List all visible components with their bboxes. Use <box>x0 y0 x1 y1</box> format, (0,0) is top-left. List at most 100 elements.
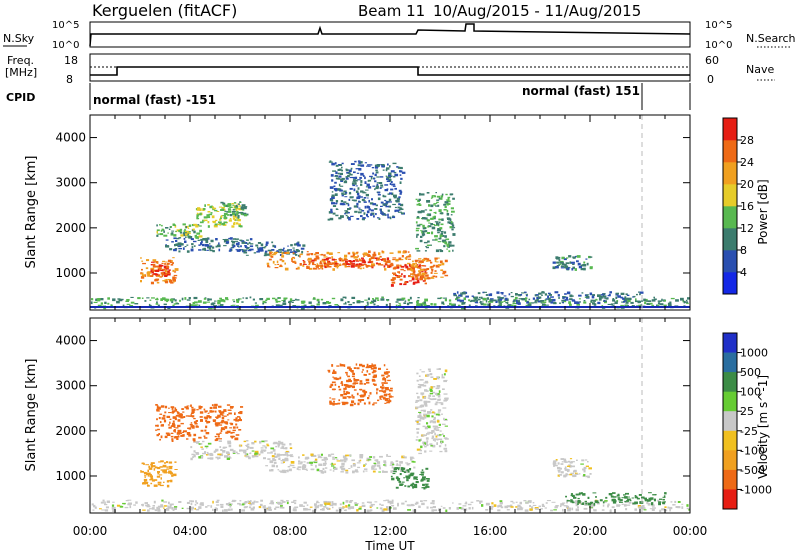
x-tick-label: 04:00 <box>173 524 208 538</box>
colorbar-tick-label: 4 <box>740 266 747 279</box>
power-colorbar-label: Power [dB] <box>756 179 770 244</box>
colorbar-tick-label: -500 <box>740 464 765 477</box>
power-frame <box>89 114 691 311</box>
velocity-colorbar-label: Velocity [m s^-1] <box>756 375 770 479</box>
colorbar-tick-label: 24 <box>740 156 754 169</box>
colorbar-swatch <box>723 333 737 353</box>
colorbar-swatch <box>723 489 737 510</box>
nave-scale-bottom: 0 <box>707 73 714 86</box>
colorbar-tick-label: 12 <box>740 222 754 235</box>
power-patch-5 <box>165 237 254 253</box>
nsky-trace <box>89 23 691 47</box>
y-tick-label: 3000 <box>55 176 86 190</box>
velocity-patch-5 <box>327 363 394 407</box>
colorbar-swatch <box>723 228 737 251</box>
colorbar-swatch <box>723 450 737 471</box>
x-tick-label: 00:00 <box>73 524 108 538</box>
colorbar-swatch <box>723 411 737 432</box>
colorbar-tick-label: -100 <box>740 444 765 457</box>
power-patch-11 <box>327 160 406 221</box>
colorbar-tick-label: 16 <box>740 200 754 213</box>
power-patch-3 <box>195 203 243 228</box>
y-tick-label: 1000 <box>55 469 86 483</box>
nsky-scale-bottom: 10^0 <box>52 40 79 51</box>
velocity-patch-8 <box>91 499 690 513</box>
colorbar-swatch <box>723 352 737 373</box>
colorbar-swatch <box>723 140 737 163</box>
freq-scale-bottom: 8 <box>66 73 73 86</box>
power-patch-10 <box>410 257 449 281</box>
power-patch-12 <box>415 192 456 253</box>
colorbar-tick-label: -1000 <box>740 483 772 496</box>
cpid-label: CPID <box>6 91 35 104</box>
velocity-heatmap <box>91 363 690 513</box>
colorbar-swatch <box>723 184 737 207</box>
colorbar-swatch <box>723 162 737 185</box>
velocity-patch-0 <box>140 460 178 488</box>
power-patch-15 <box>453 291 644 305</box>
nsearch-scale-top: 10^5 <box>705 20 732 31</box>
x-axis-label: Time UT <box>364 539 415 553</box>
power-patch-4 <box>220 201 249 219</box>
beam-label: Beam 11 <box>358 2 425 20</box>
x-tick-label: 00:00 <box>673 524 708 538</box>
velocity-patch-4 <box>390 467 430 490</box>
nave-scale-top: 60 <box>705 54 719 67</box>
x-tick-label: 12:00 <box>373 524 408 538</box>
colorbar-tick-label: -25 <box>740 425 758 438</box>
colorbar-tick-label: 100 <box>740 386 761 399</box>
y-tick-label: 2000 <box>55 221 86 235</box>
colorbar-tick-label: 8 <box>740 244 747 257</box>
velocity-patch-2 <box>190 440 293 461</box>
freq-unit: [MHz] <box>5 66 37 79</box>
velocity-colorbar: 1000 500 100 25 -25 -100 -500 -1000 <box>722 332 772 510</box>
velocity-patch-6 <box>415 368 449 455</box>
radar-title: Kerguelen (fitACF) <box>92 1 237 20</box>
power-heatmap <box>90 160 690 310</box>
y-tick-label: 1000 <box>55 266 86 280</box>
colorbar-swatch <box>723 469 737 490</box>
colorbar-tick-label: 28 <box>740 134 754 147</box>
velocity-patch-9 <box>565 492 667 506</box>
colorbar-tick-label: 1000 <box>740 347 768 360</box>
colorbar-swatch <box>723 430 737 451</box>
freq-label: Freq. <box>7 54 34 67</box>
nave-label: Nave <box>746 63 774 76</box>
y-tick-label: 2000 <box>55 424 86 438</box>
x-axis-ticks: 00:00 04:00 08:00 12:00 16:00 20:00 00:00 <box>73 524 708 538</box>
colorbar-swatch <box>723 272 737 295</box>
x-tick-label: 08:00 <box>273 524 308 538</box>
cpid-left: normal (fast) -151 <box>93 93 216 107</box>
freq-trace <box>90 66 690 76</box>
colorbar-tick-label: 25 <box>740 405 754 418</box>
y-tick-label: 3000 <box>55 379 86 393</box>
velocity-patch-7 <box>552 458 592 479</box>
colorbar-swatch <box>723 118 737 141</box>
y-tick-label: 4000 <box>55 131 86 145</box>
power-colorbar: 4 8 12 16 20 24 28 <box>722 117 754 295</box>
colorbar-swatch <box>723 206 737 229</box>
nsearch-scale-bottom: 10^0 <box>705 40 732 51</box>
cpid-right: normal (fast) 151 <box>522 84 640 98</box>
power-axes: 1000 2000 3000 4000 <box>55 115 691 310</box>
power-ylabel: Slant Range [km] <box>24 156 39 269</box>
power-patch-13 <box>552 255 593 271</box>
y-tick-label: 4000 <box>55 334 86 348</box>
power-patch-2 <box>156 223 203 239</box>
colorbar-swatch <box>723 250 737 273</box>
power-patch-8 <box>302 257 394 269</box>
nsky-panel <box>89 21 691 48</box>
power-patch-1 <box>150 261 171 277</box>
date-range: 10/Aug/2015 - 11/Aug/2015 <box>433 2 641 20</box>
x-tick-label: 16:00 <box>473 524 508 538</box>
x-tick-label: 20:00 <box>573 524 608 538</box>
nsearch-label: N.Search <box>746 32 796 45</box>
velocity-patch-1 <box>155 403 244 443</box>
colorbar-tick-label: 20 <box>740 178 754 191</box>
velocity-ylabel: Slant Range [km] <box>24 359 39 472</box>
freq-scale-top: 18 <box>64 54 78 67</box>
power-patch-6 <box>240 241 306 257</box>
colorbar-frame <box>722 332 738 510</box>
nsky-label: N.Sky <box>3 32 35 45</box>
